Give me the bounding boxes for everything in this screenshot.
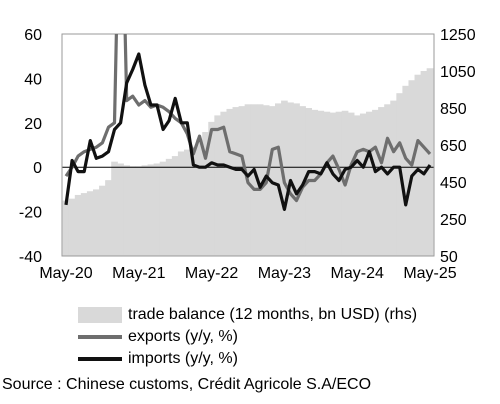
y-left-tick-label: 20 xyxy=(24,116,42,133)
legend-item-trade-balance: trade balance (12 months, bn USD) (rhs) xyxy=(78,304,417,326)
source-note: Source : Chinese customs, Crédit Agricol… xyxy=(2,376,372,393)
trade-balance-bar xyxy=(111,161,118,256)
trade-balance-bar xyxy=(335,111,343,256)
trade-balance-bar xyxy=(426,68,434,256)
trade-balance-bar xyxy=(359,113,367,256)
legend: trade balance (12 months, bn USD) (rhs) … xyxy=(78,304,417,370)
y-right-tick-label: 1050 xyxy=(440,64,476,81)
trade-balance-bar xyxy=(402,85,410,256)
trade-balance-bar xyxy=(147,164,155,256)
legend-swatch-exports xyxy=(78,335,122,339)
trade-balance-bar xyxy=(74,194,82,256)
y-right-tick-label: 450 xyxy=(440,175,467,192)
trade-balance-bar xyxy=(68,198,76,256)
y-right-tick-label: 1250 xyxy=(440,27,476,44)
y-right-tick-label: 250 xyxy=(440,212,467,229)
trade-balance-bar xyxy=(135,166,143,256)
trade-balance-bar xyxy=(62,200,70,256)
x-tick-label: May-23 xyxy=(258,265,311,282)
trade-balance-bar xyxy=(293,103,300,256)
trade-balance-bar xyxy=(141,165,149,256)
legend-swatch-trade-balance xyxy=(78,307,122,323)
x-tick-label: May-25 xyxy=(403,265,456,282)
trade-balance-bar xyxy=(378,107,385,256)
trade-balance-bar xyxy=(408,80,416,256)
trade-balance-bar xyxy=(329,112,337,256)
trade-balance-bar xyxy=(117,163,124,256)
trade-balance-bar xyxy=(123,165,130,256)
trade-balance-bar xyxy=(80,193,88,256)
legend-item-imports: imports (y/y, %) xyxy=(78,348,417,370)
y-left-tick-label: 0 xyxy=(33,160,42,177)
trade-balance-series xyxy=(62,68,434,256)
trade-balance-bar xyxy=(165,158,173,256)
trade-balance-bar xyxy=(390,100,397,256)
trade-balance-bar xyxy=(275,103,282,256)
trade-balance-bar xyxy=(105,180,112,256)
trade-balance-bar xyxy=(299,106,306,256)
y-left-tick-label: -20 xyxy=(19,205,42,222)
trade-balance-bar xyxy=(86,191,94,256)
trade-balance-bar xyxy=(190,146,197,256)
trade-balance-bar xyxy=(353,115,361,256)
legend-swatch-imports xyxy=(78,357,122,361)
trade-balance-bar xyxy=(202,132,209,256)
trade-balance-bar xyxy=(311,109,319,256)
trade-balance-bar xyxy=(177,151,185,256)
trade-balance-bar xyxy=(238,106,246,256)
trade-balance-bar xyxy=(420,71,428,256)
imports-line xyxy=(64,52,432,211)
y-left-tick-label: 60 xyxy=(24,27,42,44)
plot-frame xyxy=(61,33,435,257)
trade-balance-bar xyxy=(366,111,373,256)
trade-balance-bar xyxy=(184,149,191,256)
trade-balance-bar xyxy=(384,104,391,256)
y-right-tick-label: 650 xyxy=(440,138,467,155)
trade-balance-bar xyxy=(414,74,422,256)
x-tick-label: May-20 xyxy=(39,265,92,282)
y-right-tick-label: 50 xyxy=(440,249,458,266)
trade-balance-bar xyxy=(256,104,264,256)
trade-balance-bar xyxy=(323,111,331,256)
legend-label-imports: imports (y/y, %) xyxy=(128,350,238,367)
trade-balance-bar xyxy=(347,112,355,256)
x-tick-label: May-24 xyxy=(331,265,384,282)
trade-balance-bar xyxy=(226,108,234,256)
legend-item-exports: exports (y/y, %) xyxy=(78,326,417,348)
legend-label-exports: exports (y/y, %) xyxy=(128,328,238,345)
trade-balance-bar xyxy=(99,185,106,256)
trade-balance-bar xyxy=(153,163,161,256)
trade-balance-bar xyxy=(372,109,379,256)
trade-balance-bar xyxy=(159,161,167,256)
y-left-tick-label: -40 xyxy=(19,249,42,266)
y-left-tick-label: 40 xyxy=(24,71,42,88)
trade-balance-bar xyxy=(196,139,203,256)
trade-balance-bar xyxy=(250,104,258,256)
trade-balance-bar xyxy=(317,110,325,256)
trade-balance-bar xyxy=(208,121,215,256)
trade-balance-bar xyxy=(220,111,228,256)
legend-label-trade-balance: trade balance (12 months, bn USD) (rhs) xyxy=(128,306,418,323)
trade-balance-bar xyxy=(129,166,137,256)
trade-balance-bar xyxy=(171,156,179,256)
y-right-tick-label: 850 xyxy=(440,101,467,118)
trade-balance-bar xyxy=(214,115,221,256)
x-tick-label: May-22 xyxy=(185,265,238,282)
trade-balance-bar xyxy=(232,107,240,256)
x-tick-label: May-21 xyxy=(112,265,165,282)
trade-balance-bar xyxy=(93,189,100,256)
